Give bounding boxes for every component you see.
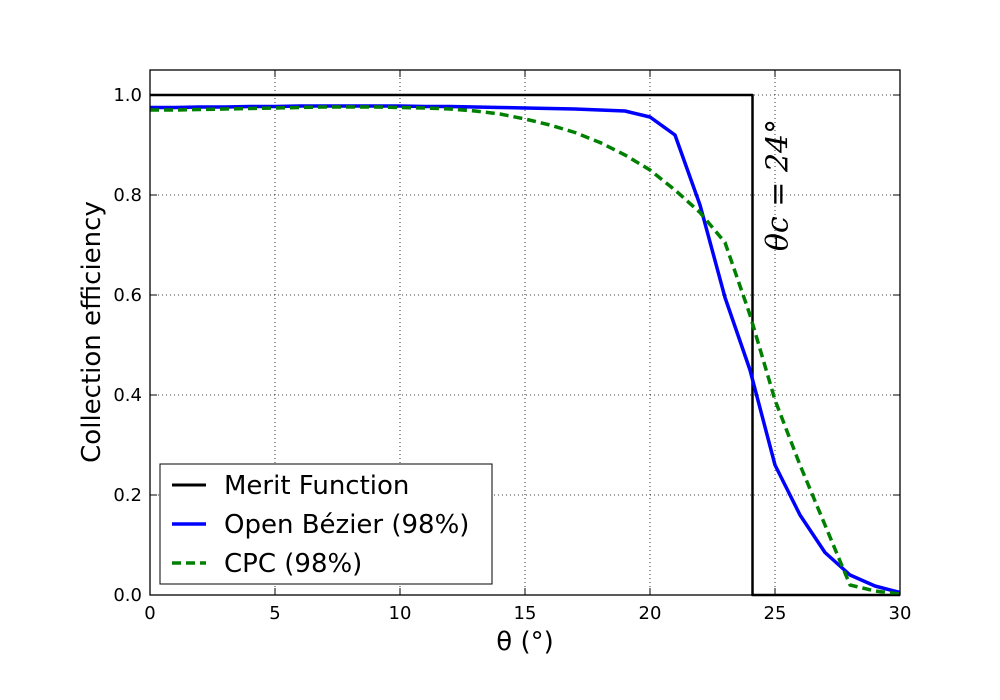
- legend-label-0: Merit Function: [224, 471, 409, 501]
- x-tick-label: 0: [144, 603, 155, 624]
- x-tick-label: 15: [514, 603, 537, 624]
- series-line-1: [150, 104, 901, 595]
- y-tick-label: 0.4: [113, 385, 142, 406]
- x-tick-label: 25: [764, 603, 787, 624]
- y-tick-label: 0.0: [113, 585, 142, 606]
- x-tick-label: 5: [269, 603, 280, 624]
- x-tick-label: 10: [389, 603, 412, 624]
- legend: Merit Function Open Bézier (98%) CPC (98%): [159, 463, 493, 585]
- legend-box: [159, 463, 493, 585]
- y-axis-label: Collection efficiency: [77, 201, 107, 463]
- x-tick-label: 20: [639, 603, 662, 624]
- x-axis-label: θ (°): [496, 627, 553, 657]
- y-tick-label: 0.6: [113, 285, 142, 306]
- y-tick-label: 0.8: [113, 185, 142, 206]
- legend-label-1: Open Bézier (98%): [224, 510, 469, 540]
- y-tick-label: 1.0: [113, 85, 142, 106]
- critical-angle-annotation: θc = 24°: [761, 119, 796, 251]
- x-tick-label: 30: [889, 603, 912, 624]
- ticks: 0 5 10 15 20 25 30 0.0 0.2 0.4 0.6 0.8 1.0: [113, 70, 911, 624]
- y-tick-label: 0.2: [113, 485, 142, 506]
- legend-label-2: CPC (98%): [224, 549, 362, 579]
